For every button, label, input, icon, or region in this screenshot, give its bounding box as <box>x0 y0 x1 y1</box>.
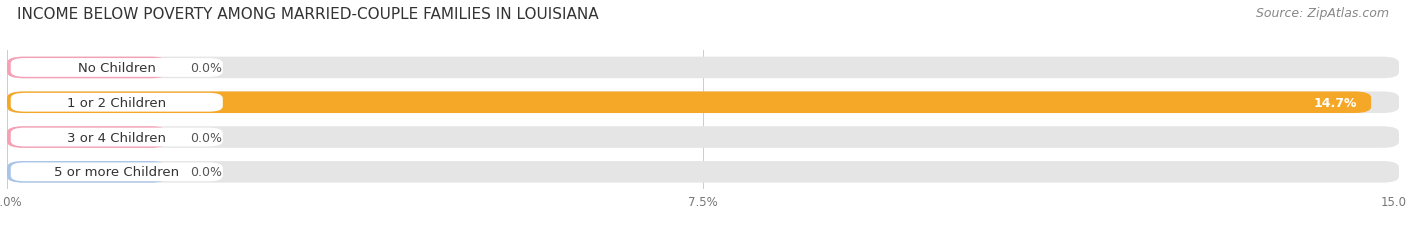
Text: 5 or more Children: 5 or more Children <box>55 166 180 179</box>
Text: 0.0%: 0.0% <box>190 166 222 179</box>
FancyBboxPatch shape <box>7 58 1399 79</box>
Text: 0.0%: 0.0% <box>190 62 222 75</box>
FancyBboxPatch shape <box>7 127 167 148</box>
FancyBboxPatch shape <box>7 161 167 183</box>
Text: 14.7%: 14.7% <box>1313 96 1357 109</box>
FancyBboxPatch shape <box>11 93 222 112</box>
FancyBboxPatch shape <box>7 161 1399 183</box>
FancyBboxPatch shape <box>7 92 1371 113</box>
FancyBboxPatch shape <box>11 59 222 77</box>
Text: Source: ZipAtlas.com: Source: ZipAtlas.com <box>1256 7 1389 20</box>
Text: INCOME BELOW POVERTY AMONG MARRIED-COUPLE FAMILIES IN LOUISIANA: INCOME BELOW POVERTY AMONG MARRIED-COUPL… <box>17 7 599 22</box>
FancyBboxPatch shape <box>7 92 1399 113</box>
FancyBboxPatch shape <box>11 163 222 182</box>
Text: No Children: No Children <box>77 62 156 75</box>
FancyBboxPatch shape <box>11 128 222 147</box>
Text: 1 or 2 Children: 1 or 2 Children <box>67 96 166 109</box>
FancyBboxPatch shape <box>7 58 167 79</box>
Text: 3 or 4 Children: 3 or 4 Children <box>67 131 166 144</box>
Text: 0.0%: 0.0% <box>190 131 222 144</box>
FancyBboxPatch shape <box>7 127 1399 148</box>
